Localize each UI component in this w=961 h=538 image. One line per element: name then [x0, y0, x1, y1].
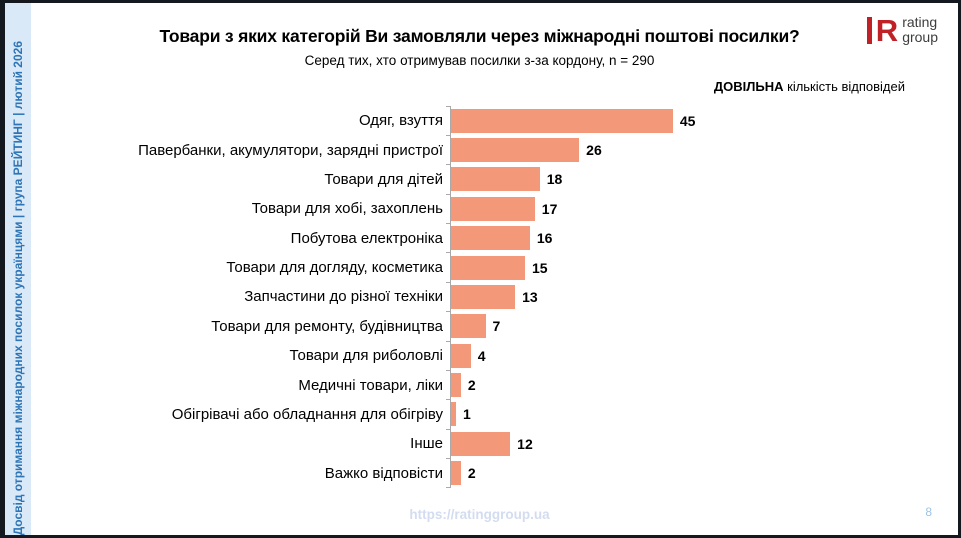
chart-row: Павербанки, акумулятори, зарядні пристро… [101, 134, 948, 164]
bar [451, 108, 673, 133]
value-label: 2 [467, 377, 476, 394]
bar-zone: 12 [446, 428, 948, 458]
chart-row: Товари для дітей 18 [101, 164, 948, 194]
category-label: Товари для хобі, захоплень [251, 200, 443, 218]
bar [451, 373, 461, 398]
bar [451, 284, 516, 309]
sidebar-caption: Досвід отримання міжнародних посилок укр… [11, 40, 25, 535]
answers-note-rest: кількість відповідей [783, 79, 905, 94]
bar [451, 343, 471, 368]
bar-zone: 16 [446, 222, 948, 253]
chart-row: Інше 12 [101, 428, 948, 458]
logo-wordmark: rating group [902, 15, 938, 45]
bar-zone: 45 [446, 105, 948, 135]
chart-row: Товари для риболовлі 4 [101, 340, 948, 370]
bar-zone: 2 [446, 369, 948, 399]
bar [451, 402, 456, 427]
logo-bar-icon [866, 16, 872, 44]
value-label: 7 [492, 318, 501, 335]
value-label: 1 [463, 406, 471, 423]
bar [451, 196, 535, 221]
bar [451, 138, 580, 163]
category-label: Медичні товари, ліки [298, 376, 443, 394]
chart-subtitle: Серед тих, хто отримував посилки з-за ко… [304, 53, 655, 68]
value-label: 17 [541, 200, 558, 217]
chart-row: Медичні товари, ліки 2 [101, 369, 948, 399]
category-label: Товари для дітей [324, 170, 443, 188]
chart-row: Товари для ремонту, будівництва 7 [101, 311, 948, 341]
category-label: Товари для риболовлі [289, 347, 443, 365]
category-label: Одяг, взуття [358, 112, 443, 130]
logo-word-rating: rating [902, 14, 938, 30]
rating-group-logo: R rating group [866, 12, 938, 48]
logo-r-icon: R [875, 12, 899, 48]
value-label: 15 [531, 259, 548, 276]
chart-row: Побутова електроніка 16 [101, 222, 948, 253]
slide-content: R rating group Товари з яких категорій В… [31, 3, 958, 535]
value-label: 26 [586, 142, 602, 159]
chart-row: Товари для хобі, захоплень 17 [101, 193, 948, 223]
value-label: 2 [467, 465, 476, 482]
bar [451, 167, 540, 192]
bar [451, 226, 530, 251]
value-label: 13 [522, 288, 538, 305]
answers-note: ДОВІЛЬНА кількість відповідей [714, 79, 905, 94]
chart-row: Важко відповісти 2 [101, 457, 948, 489]
bar-zone: 2 [446, 457, 948, 489]
bar [451, 314, 486, 339]
y-axis-line [450, 106, 451, 488]
value-label: 12 [517, 435, 533, 452]
category-label: Товари для догляду, косметика [226, 259, 443, 277]
chart-row: Запчастини до різної техніки 13 [101, 281, 948, 311]
bar [451, 431, 511, 456]
footer-url[interactable]: https://ratinggroup.ua [409, 507, 550, 522]
category-label: Побутова електроніка [290, 229, 443, 247]
bar-zone: 15 [446, 252, 948, 282]
category-label: Запчастини до різної техніки [244, 288, 443, 306]
bar-zone: 17 [446, 193, 948, 223]
chart-row: Обігрівачі або обладнання для обігріву 1 [101, 399, 948, 429]
bar-zone: 7 [446, 311, 948, 341]
bar-zone: 13 [446, 281, 948, 311]
logo-word-group: group [902, 29, 938, 45]
category-label: Обігрівачі або обладнання для обігріву [171, 405, 443, 423]
bar-zone: 4 [446, 340, 948, 370]
category-label: Інше [410, 435, 443, 453]
category-label: Павербанки, акумулятори, зарядні пристро… [138, 141, 443, 159]
value-label: 18 [546, 171, 563, 188]
value-label: 45 [679, 112, 696, 129]
chart-title: Товари з яких категорій Ви замовляли чер… [159, 26, 800, 46]
category-label: Важко відповісти [324, 464, 443, 482]
bar-zone: 18 [446, 164, 948, 194]
category-label: Товари для ремонту, будівництва [211, 317, 443, 335]
chart-row: Одяг, взуття 45 [101, 105, 948, 135]
page-number: 8 [925, 505, 932, 519]
value-label: 16 [536, 230, 553, 247]
sidebar: Досвід отримання міжнародних посилок укр… [5, 3, 31, 535]
value-label: 4 [477, 347, 486, 364]
bar-chart: Одяг, взуття 45 Павербанки, акумулятори,… [101, 105, 948, 489]
bar-zone: 1 [446, 399, 948, 429]
bar-zone: 26 [446, 134, 948, 164]
bar [451, 461, 461, 486]
bar [451, 255, 525, 280]
answers-note-bold: ДОВІЛЬНА [713, 79, 784, 94]
chart-row: Товари для догляду, косметика 15 [101, 252, 948, 282]
